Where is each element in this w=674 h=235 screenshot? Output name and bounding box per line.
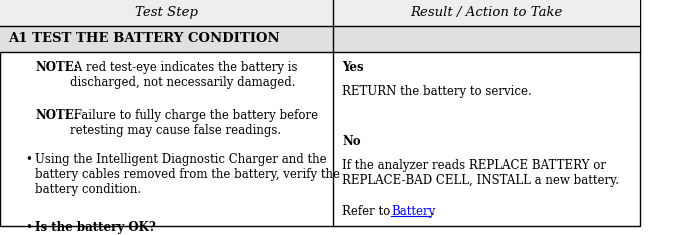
Text: If the analyzer reads REPLACE BATTERY or
REPLACE-BAD CELL, INSTALL a new battery: If the analyzer reads REPLACE BATTERY or…	[342, 159, 619, 187]
Text: .: .	[431, 205, 435, 218]
FancyBboxPatch shape	[0, 0, 640, 26]
Text: NOTE:: NOTE:	[35, 110, 78, 122]
Text: •: •	[26, 221, 32, 234]
Text: A red test-eye indicates the battery is
discharged, not necessarily damaged.: A red test-eye indicates the battery is …	[69, 61, 297, 89]
Text: Yes: Yes	[342, 61, 364, 74]
Text: Result / Action to Take: Result / Action to Take	[410, 7, 563, 20]
Text: No: No	[342, 135, 361, 148]
Text: •: •	[26, 153, 32, 166]
Text: A1 TEST THE BATTERY CONDITION: A1 TEST THE BATTERY CONDITION	[7, 32, 279, 45]
Text: Using the Intelligent Diagnostic Charger and the
battery cables removed from the: Using the Intelligent Diagnostic Charger…	[35, 153, 340, 196]
Text: Refer to: Refer to	[342, 205, 394, 218]
FancyBboxPatch shape	[0, 26, 640, 52]
Text: Failure to fully charge the battery before
retesting may cause false readings.: Failure to fully charge the battery befo…	[69, 110, 318, 137]
Text: Battery: Battery	[391, 205, 435, 218]
Text: RETURN the battery to service.: RETURN the battery to service.	[342, 85, 532, 98]
Text: NOTE:: NOTE:	[35, 61, 78, 74]
Text: Is the battery OK?: Is the battery OK?	[35, 221, 156, 234]
Text: Test Step: Test Step	[135, 7, 198, 20]
